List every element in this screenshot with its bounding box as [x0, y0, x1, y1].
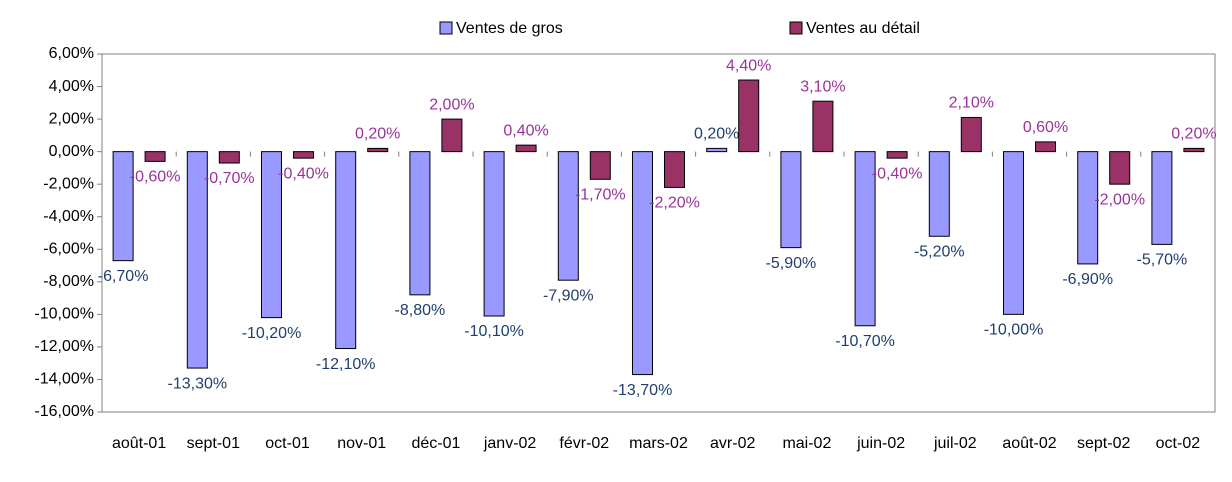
y-tick-label: -12,00% [34, 338, 94, 355]
x-tick-label: juin-02 [856, 435, 905, 452]
bar [738, 79, 760, 153]
bar [441, 118, 463, 153]
data-label: -0,40% [872, 165, 923, 182]
data-label: -10,20% [242, 325, 302, 342]
data-label: 0,20% [355, 126, 400, 143]
x-tick-label: août-01 [112, 435, 166, 452]
bar [854, 151, 876, 327]
bar [367, 147, 389, 153]
data-label: -13,70% [613, 382, 673, 399]
bar [335, 151, 357, 350]
bar [812, 100, 834, 153]
data-label: -5,20% [914, 243, 965, 260]
data-label: 0,60% [1023, 119, 1068, 136]
data-label: 0,20% [1171, 126, 1216, 143]
bar [515, 144, 537, 153]
data-label: -2,20% [649, 195, 700, 212]
data-label: 2,00% [429, 96, 474, 113]
x-tick-label: oct-02 [1156, 435, 1201, 452]
data-label: -12,10% [316, 356, 376, 373]
bar [186, 151, 208, 369]
bar [589, 151, 611, 180]
bar [112, 151, 134, 262]
y-tick-label: -4,00% [43, 208, 94, 225]
x-tick-label: sept-02 [1077, 435, 1130, 452]
data-label: -10,70% [835, 333, 895, 350]
data-label: 2,10% [949, 95, 994, 112]
x-tick-label: mai-02 [782, 435, 831, 452]
x-tick-label: oct-01 [265, 435, 310, 452]
bar [483, 151, 505, 317]
bar [960, 116, 982, 153]
data-label: 0,20% [694, 126, 739, 143]
y-tick-label: -6,00% [43, 240, 94, 257]
data-label: -10,00% [984, 322, 1044, 339]
data-label: -10,10% [464, 323, 524, 340]
data-label: 0,40% [503, 122, 548, 139]
bar [1003, 151, 1024, 315]
data-label: -5,90% [766, 255, 817, 272]
y-tick-label: -14,00% [34, 371, 94, 388]
bar [1077, 151, 1099, 265]
bar [1183, 147, 1205, 153]
x-tick-label: déc-01 [411, 435, 460, 452]
bar [218, 151, 240, 164]
data-label: 4,40% [726, 57, 771, 74]
bar [632, 151, 653, 376]
y-tick-label: -10,00% [34, 306, 94, 323]
x-tick-label: août-02 [1002, 435, 1056, 452]
plot-area [101, 53, 1216, 413]
legend-swatch [439, 21, 453, 35]
y-tick-label: -2,00% [43, 175, 94, 192]
x-tick-label: févr-02 [559, 435, 609, 452]
data-label: -6,70% [98, 268, 149, 285]
y-tick-label: 0,00% [49, 143, 94, 160]
data-label: 3,10% [800, 78, 845, 95]
bar [1109, 151, 1131, 185]
x-tick-label: avr-02 [710, 435, 755, 452]
data-label: -8,80% [395, 302, 446, 319]
y-tick-label: 2,00% [49, 110, 94, 127]
y-tick-label: 4,00% [49, 78, 94, 95]
data-label: -0,70% [204, 170, 255, 187]
legend-label: Ventes de gros [456, 20, 563, 37]
data-label: -1,70% [575, 187, 626, 204]
bar [706, 147, 728, 153]
x-tick-label: mars-02 [629, 435, 688, 452]
x-tick-label: juil-02 [933, 435, 977, 452]
data-label: -0,40% [278, 165, 329, 182]
bar [1035, 141, 1056, 153]
data-label: -13,30% [168, 375, 228, 392]
bar [557, 151, 579, 281]
data-label: -6,90% [1062, 271, 1113, 288]
data-label: -7,90% [543, 287, 594, 304]
x-tick-label: nov-01 [337, 435, 386, 452]
bar [928, 151, 950, 237]
bar [780, 151, 802, 249]
bar [409, 151, 431, 296]
bar [261, 151, 282, 319]
x-tick-label: janv-02 [483, 435, 537, 452]
y-tick-label: -16,00% [34, 403, 94, 420]
x-tick-label: sept-01 [187, 435, 240, 452]
bar [1151, 151, 1173, 245]
bar [144, 151, 166, 162]
y-tick-label: 6,00% [49, 45, 94, 62]
y-tick-label: -8,00% [43, 273, 94, 290]
data-label: -5,70% [1137, 252, 1188, 269]
data-label: -0,60% [130, 169, 181, 186]
bar [664, 151, 685, 188]
data-label: -2,00% [1094, 191, 1145, 208]
bar [293, 151, 314, 159]
legend-swatch [789, 21, 803, 35]
bar [886, 151, 908, 159]
legend-label: Ventes au détail [806, 20, 920, 37]
